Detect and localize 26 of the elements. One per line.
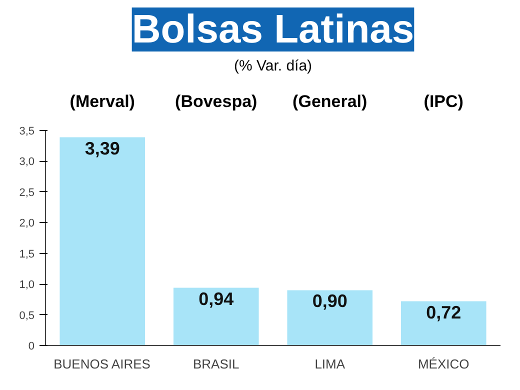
x-tick-label: MÉXICO <box>418 356 470 372</box>
bar <box>400 301 486 346</box>
text: (General) <box>292 92 368 111</box>
text: (Bovespa) <box>175 92 258 111</box>
text: (IPC) <box>424 92 464 111</box>
data-label: 3,39 <box>84 138 120 158</box>
x-tick-label: BRASIL <box>193 356 240 372</box>
y-tick-label: 0 <box>28 340 35 352</box>
y-tick-label: 2,0 <box>19 218 35 230</box>
x-tick-label: BUENOS AIRES <box>54 356 151 372</box>
x-tick-label: LIMA <box>314 356 346 372</box>
y-tick-label: 0,5 <box>19 310 35 322</box>
bar <box>60 137 146 346</box>
bar <box>287 290 373 346</box>
y-tick-label: 3,5 <box>19 126 35 138</box>
y-tick-label: 3,0 <box>19 156 35 168</box>
y-tick-label: 1,0 <box>19 279 35 292</box>
chart-subtitle: (% Var. día) <box>234 58 312 75</box>
y-tick-label: 1,5 <box>19 248 35 260</box>
data-label: 0,94 <box>198 288 234 309</box>
text: (Merval) <box>70 92 135 111</box>
data-label: 0,72 <box>426 302 462 322</box>
y-tick-label: 2,5 <box>19 186 35 199</box>
data-label: 0,90 <box>312 291 348 312</box>
chart-title: Bolsas Latinas <box>132 8 414 52</box>
bar <box>173 288 259 346</box>
